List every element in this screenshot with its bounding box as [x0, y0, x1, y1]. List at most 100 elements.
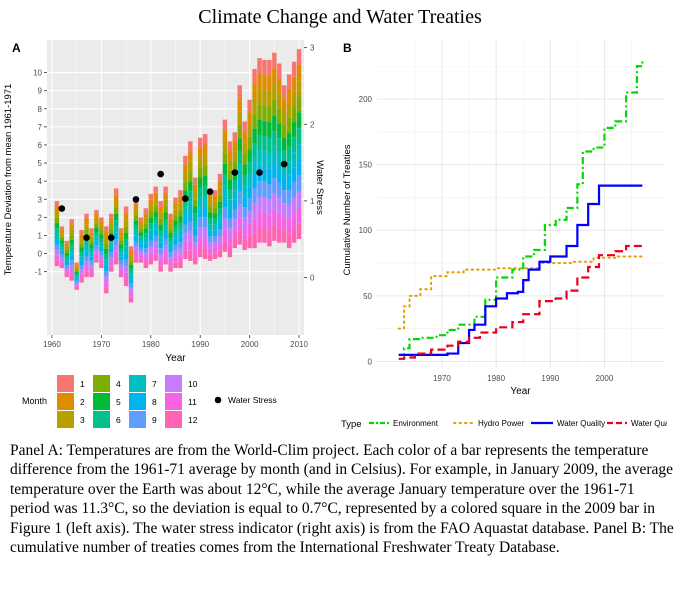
bar-segment-2006-m3 — [277, 93, 282, 109]
bar-segment-1974-m4 — [118, 240, 124, 245]
bar-segment-1976-m1 — [128, 246, 134, 251]
bar-segment-1966-m11 — [79, 273, 84, 279]
bar-segment-1962-m9 — [59, 254, 65, 258]
legend-water-stress-marker — [214, 396, 222, 404]
bar-segment-1980-m1 — [148, 193, 154, 200]
bar-segment-2003-m3 — [262, 90, 267, 106]
bar-segment-1971-m10 — [104, 276, 109, 283]
bar-segment-1990-m4 — [197, 167, 203, 178]
legend-swatch-month-5 — [93, 393, 110, 410]
bar-segment-2009-m6 — [291, 137, 297, 153]
bar-segment-1992-m12 — [207, 254, 213, 261]
bar-segment-1964-m7 — [69, 249, 74, 256]
panel-b-y-axis-label: Cumulative Number of Treaties — [342, 144, 353, 275]
bar-segment-1977-m11 — [133, 252, 139, 258]
bar-segment-1994-m2 — [217, 180, 223, 188]
bar-segment-1961-m2 — [54, 206, 60, 212]
bar-segment-1991-m7 — [202, 196, 208, 207]
bar-segment-1973-m3 — [113, 201, 119, 208]
bar-segment-1997-m8 — [232, 199, 238, 210]
bar-segment-1963-m8 — [64, 262, 69, 266]
bar-segment-1986-m10 — [178, 248, 183, 256]
bar-segment-1973-m7 — [113, 226, 119, 233]
bar-segment-1974-m2 — [118, 232, 124, 237]
y2-tick-label: 0 — [310, 274, 315, 283]
bar-segment-1985-m10 — [173, 250, 178, 257]
bar-segment-1993-m8 — [212, 230, 218, 237]
legend-swatch-month-9 — [129, 411, 146, 428]
bar-segment-1961-m7 — [54, 233, 60, 240]
bar-segment-1972-m1 — [109, 213, 114, 219]
bar-segment-1984-m5 — [168, 233, 173, 238]
panel-a-x-axis-label: Year — [165, 353, 186, 364]
bar-segment-1963-m10 — [64, 268, 69, 272]
bar-segment-1990-m11 — [197, 237, 203, 248]
bar-segment-1967-m9 — [84, 255, 89, 262]
legend-label-month-2: 2 — [80, 397, 85, 407]
bar-segment-1989-m10 — [193, 242, 198, 250]
bar-segment-1967-m3 — [84, 224, 89, 230]
bar-segment-1984-m7 — [168, 242, 173, 248]
bar-segment-1995-m1 — [222, 119, 228, 131]
bar-segment-1973-m10 — [113, 245, 119, 252]
bar-segment-1998-m10 — [237, 204, 242, 218]
bar-segment-2000-m4 — [247, 136, 252, 150]
bar-segment-2000-m8 — [247, 186, 252, 199]
bar-segment-2003-m7 — [262, 151, 267, 167]
bar-segment-1961-m12 — [54, 260, 60, 267]
bar-segment-1995-m9 — [222, 207, 228, 219]
bar-segment-1989-m11 — [193, 249, 198, 258]
bar-segment-2004-m10 — [267, 199, 272, 216]
bar-segment-2001-m5 — [252, 128, 257, 144]
panel-b-legend: Type Environment Hydro Power Water Quality W… — [341, 419, 667, 430]
bar-segment-1993-m11 — [212, 247, 218, 254]
bar-segment-1974-m12 — [118, 273, 124, 278]
bar-segment-2000-m2 — [247, 112, 252, 125]
bar-segment-1979-m5 — [143, 228, 149, 234]
bar-segment-1971-m4 — [104, 243, 109, 249]
bar-segment-1996-m11 — [227, 237, 233, 248]
bar-segment-1961-m10 — [54, 249, 60, 256]
bar-segment-2001-m1 — [252, 68, 257, 84]
bar-segment-1988-m3 — [188, 161, 193, 172]
bar-segment-1999-m7 — [242, 185, 247, 197]
bar-segment-1971-m12 — [104, 287, 109, 294]
bar-segment-2001-m2 — [252, 83, 257, 99]
bar-segment-1983-m4 — [163, 206, 168, 213]
bar-segment-2007-m8 — [282, 177, 287, 191]
bar-segment-1983-m10 — [163, 244, 168, 252]
bar-segment-1991-m9 — [202, 217, 208, 228]
bar-segment-1999-m5 — [242, 164, 247, 175]
bar-segment-2003-m5 — [262, 120, 267, 137]
bar-segment-1985-m8 — [173, 238, 178, 245]
bar-segment-1971-m11 — [104, 282, 109, 288]
bar-segment-1978-m11 — [138, 255, 144, 259]
bar-segment-2002-m11 — [257, 211, 262, 228]
bar-segment-2001-m9 — [252, 188, 257, 204]
water-stress-point-1992 — [206, 188, 214, 196]
legend-label-month-11: 11 — [188, 397, 197, 407]
bar-segment-1966-m10 — [79, 269, 84, 274]
bar-segment-2009-m4 — [291, 106, 297, 123]
y-tick-label: 6 — [38, 141, 43, 150]
water-stress-point-1962 — [58, 205, 66, 212]
y-tick-label: 50 — [363, 292, 372, 301]
bar-segment-1961-m4 — [54, 217, 60, 223]
bar-segment-1992-m11 — [207, 248, 213, 255]
bar-segment-1982-m7 — [158, 236, 163, 243]
bar-segment-1970-m2 — [99, 221, 104, 226]
bar-segment-1978-m1 — [138, 217, 144, 222]
x-tick-label: 1980 — [487, 374, 505, 383]
bar-segment-2009-m8 — [291, 167, 297, 183]
bar-segment-1976-m9 — [128, 283, 134, 289]
bar-segment-1983-m3 — [163, 199, 168, 207]
bar-segment-1978-m2 — [138, 221, 144, 225]
bar-segment-1970-m12 — [99, 263, 104, 269]
bar-segment-1998-m3 — [237, 111, 242, 126]
panel-a-y2-axis-label: Water Stress — [314, 160, 325, 215]
bar-segment-1997-m11 — [232, 228, 238, 239]
bar-segment-1994-m10 — [217, 236, 223, 244]
bar-segment-1995-m5 — [222, 163, 228, 175]
bar-segment-2009-m5 — [291, 122, 297, 138]
legend-label-month-6: 6 — [116, 415, 121, 425]
